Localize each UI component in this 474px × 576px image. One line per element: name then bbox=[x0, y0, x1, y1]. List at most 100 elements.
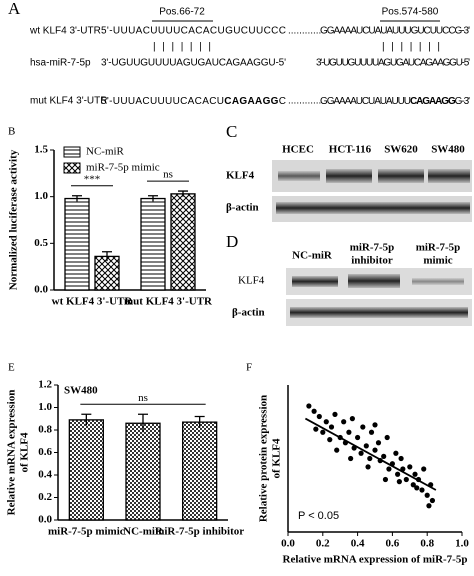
point bbox=[386, 466, 392, 472]
y-axis-label: Relative protein expression bbox=[258, 395, 270, 522]
sequence: GGAAAAUCUAUAUUUGUCUUCCG-3' bbox=[320, 26, 470, 37]
panel-letter: E bbox=[8, 362, 15, 374]
x-tick-label: wt KLF4 3'-UTR bbox=[52, 296, 134, 308]
sequence: 3'-UGUUGUUUUAGUGAUCAGAAGGU-5' bbox=[316, 58, 470, 69]
seq-part: C bbox=[279, 96, 286, 107]
legend-label: NC-miR bbox=[86, 146, 125, 158]
seq-part: 5'-UUUACUUUUCACACU bbox=[101, 96, 224, 107]
blot-band bbox=[378, 169, 424, 183]
row-label: β-actin bbox=[232, 307, 265, 319]
point bbox=[316, 413, 322, 420]
x-tick-label: NC-miR bbox=[123, 526, 164, 538]
chart-title: SW480 bbox=[64, 385, 98, 397]
blot-band bbox=[412, 278, 464, 285]
point bbox=[341, 419, 347, 425]
panel-letter: B bbox=[8, 126, 15, 138]
blot-band bbox=[292, 276, 338, 287]
blot-band bbox=[290, 307, 468, 318]
lane-label: SW480 bbox=[431, 144, 465, 156]
x-axis-label: Relative mRNA expression of miR-7-5p bbox=[283, 554, 468, 566]
y-tick-label: 1.2 bbox=[38, 379, 52, 391]
point bbox=[368, 429, 375, 435]
x-tick-label: mut KLF4 3'-UTR bbox=[124, 296, 213, 308]
y-axis-label: of KLF4 bbox=[19, 432, 31, 473]
y-tick-label: 1.0 bbox=[38, 401, 52, 413]
point bbox=[414, 485, 420, 491]
bar bbox=[64, 197, 90, 291]
point bbox=[398, 455, 404, 462]
y-axis-label: Relative mRNA expression bbox=[6, 390, 18, 516]
point bbox=[367, 455, 373, 462]
point bbox=[346, 429, 352, 435]
blot-band bbox=[348, 274, 400, 288]
point bbox=[306, 403, 312, 409]
x-tick-label: 0.2 bbox=[316, 538, 330, 550]
error-bar bbox=[148, 195, 158, 202]
x-tick-label: 0.4 bbox=[351, 538, 365, 550]
point bbox=[381, 453, 387, 459]
blot-band bbox=[326, 169, 372, 183]
error-bar bbox=[178, 190, 188, 197]
y-tick-label: 0.2 bbox=[38, 491, 52, 503]
point bbox=[421, 466, 427, 472]
panel-letter: F bbox=[246, 362, 252, 374]
point bbox=[412, 471, 418, 477]
point bbox=[332, 411, 338, 417]
pairing: ||||||| bbox=[382, 42, 440, 53]
lane-label: SW620 bbox=[384, 144, 418, 156]
point bbox=[355, 434, 361, 441]
site-label: Pos.574-580 bbox=[382, 7, 439, 18]
legend-label: miR-7-5p mimic bbox=[86, 162, 160, 174]
fit-line bbox=[304, 417, 437, 491]
row-label: hsa-miR-7-5p bbox=[30, 58, 91, 69]
point bbox=[424, 492, 430, 498]
bar bbox=[182, 421, 218, 521]
error-bar bbox=[81, 413, 92, 426]
point bbox=[395, 471, 401, 477]
x-tick-label: miR-7-5p inhibitor bbox=[155, 526, 244, 538]
row-label: KLF4 bbox=[226, 170, 255, 182]
point bbox=[372, 447, 378, 453]
error-bar bbox=[72, 195, 82, 202]
point bbox=[426, 503, 432, 509]
y-tick-label: 0.4 bbox=[38, 469, 52, 481]
x-tick-label: 0.8 bbox=[420, 538, 434, 550]
sequence: 5'-UUUACUUUUCACACUGUCUUCCC bbox=[101, 26, 286, 37]
panel-a: A Pos.66-72 Pos.574-580 wt KLF4 3'-UTR 5… bbox=[8, 0, 470, 107]
sequence-gap: ............ bbox=[288, 26, 321, 37]
error-bar bbox=[138, 413, 148, 433]
point bbox=[349, 416, 355, 422]
point bbox=[313, 426, 319, 432]
y-tick-label: 1.0 bbox=[34, 190, 48, 202]
lane-label: inhibitor bbox=[351, 255, 393, 267]
legend-swatch bbox=[63, 146, 81, 158]
x-tick-label: miR-7-5p mimic bbox=[48, 526, 125, 538]
point bbox=[334, 447, 340, 453]
point bbox=[372, 422, 378, 428]
point bbox=[323, 419, 329, 425]
panel-letter: C bbox=[226, 122, 237, 141]
lane-label: NC-miR bbox=[292, 250, 333, 262]
x-tick-label: 0.6 bbox=[386, 538, 400, 550]
point bbox=[375, 440, 382, 446]
lane-label: HCEC bbox=[282, 144, 314, 156]
y-tick-label: 0.8 bbox=[38, 424, 52, 436]
sequence: GGAAAAUCUAUAUUUCAGAAGGG-3' bbox=[320, 96, 470, 107]
blot-band bbox=[278, 171, 320, 181]
point bbox=[384, 434, 390, 441]
panel-d: D NC-miR miR-7-5p inhibitor miR-7-5p mim… bbox=[226, 232, 472, 326]
bar bbox=[125, 422, 161, 521]
point bbox=[320, 429, 326, 435]
lane-label: miR-7-5p bbox=[416, 242, 461, 254]
sequence-gap: ............ bbox=[288, 96, 321, 107]
sequence: 3'-UGUUGUUUUAGUGAUCAGAAGGU-5' bbox=[101, 58, 286, 69]
seq-part: GGAAAAUCUAUAUUU bbox=[320, 96, 411, 107]
point bbox=[360, 424, 366, 430]
bar bbox=[140, 197, 166, 291]
y-tick-label: 1.5 bbox=[34, 144, 48, 156]
blot-band bbox=[428, 169, 470, 183]
x-tick-label: 1.0 bbox=[455, 538, 469, 550]
annotation: ns bbox=[138, 392, 148, 404]
point bbox=[407, 464, 413, 470]
